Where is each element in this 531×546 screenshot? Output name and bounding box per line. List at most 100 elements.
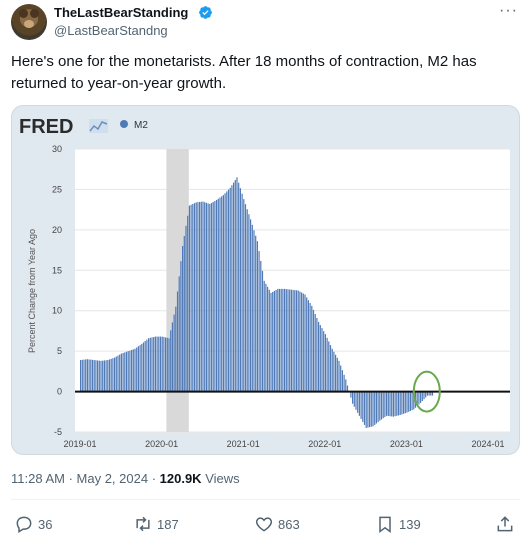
bar xyxy=(333,351,335,392)
bar xyxy=(207,203,209,392)
bar xyxy=(345,379,347,392)
bar xyxy=(88,359,90,392)
avatar[interactable] xyxy=(11,4,47,40)
bar xyxy=(278,288,281,392)
bar xyxy=(297,290,299,392)
bar xyxy=(97,360,99,392)
bar xyxy=(122,352,124,392)
bar xyxy=(316,317,318,392)
bar xyxy=(148,338,150,392)
bar xyxy=(132,349,134,392)
bar xyxy=(117,355,119,392)
bar xyxy=(318,322,320,392)
bar xyxy=(374,391,376,425)
bar xyxy=(161,336,163,392)
bar xyxy=(217,198,219,392)
bar xyxy=(335,354,337,392)
bar xyxy=(90,359,92,392)
bar xyxy=(314,313,316,392)
fred-chart: FRED M2 30 25 20 15 10 5 0 -5 2019-01 2020-01 202… xyxy=(19,116,510,449)
bar xyxy=(394,391,396,417)
repost-button[interactable]: 187 xyxy=(133,511,179,537)
bar xyxy=(358,391,360,416)
bar xyxy=(263,280,265,392)
x-tick-label: 2023-01 xyxy=(390,439,423,449)
y-tick-label: 0 xyxy=(57,387,62,397)
bar xyxy=(389,391,391,417)
bar xyxy=(323,331,325,392)
bar xyxy=(338,360,340,392)
bar xyxy=(226,191,228,392)
bar xyxy=(340,365,342,392)
post-time[interactable]: 11:28 AM xyxy=(11,471,65,486)
bar xyxy=(139,345,141,392)
bar xyxy=(239,188,241,392)
bar xyxy=(149,337,151,392)
bar xyxy=(141,343,143,392)
verified-badge-icon xyxy=(199,6,212,19)
bar xyxy=(85,359,87,392)
bar xyxy=(319,325,321,392)
more-icon[interactable]: ··· xyxy=(499,2,518,19)
bar xyxy=(81,359,83,392)
bar xyxy=(188,205,190,392)
x-tick-label: 2024-01 xyxy=(471,439,504,449)
reply-button[interactable]: 36 xyxy=(14,511,52,537)
post-meta: 11:28 AM · May 2, 2024 · 120.9K Views xyxy=(11,471,240,486)
bar xyxy=(375,391,377,424)
bar xyxy=(277,288,279,392)
bar xyxy=(329,345,332,392)
bar xyxy=(290,289,292,392)
bar xyxy=(195,202,197,392)
bar xyxy=(352,391,354,404)
bookmark-count: 139 xyxy=(399,516,421,532)
bar xyxy=(107,360,109,392)
bar xyxy=(372,391,374,427)
like-button[interactable]: 863 xyxy=(254,511,300,537)
display-name[interactable]: TheLastBearStanding xyxy=(54,5,189,20)
bar xyxy=(307,300,309,392)
bar xyxy=(134,348,136,392)
bar xyxy=(420,391,422,403)
bar xyxy=(399,391,401,416)
bar xyxy=(110,358,112,392)
x-tick-label: 2019-01 xyxy=(63,439,96,449)
avatar-snout xyxy=(24,20,34,28)
bar xyxy=(119,354,121,392)
fred-logo-graph-icon xyxy=(89,119,108,133)
bookmark-button[interactable]: 139 xyxy=(375,511,421,537)
bar xyxy=(108,359,111,392)
post-date[interactable]: May 2, 2024 xyxy=(76,471,149,486)
bar xyxy=(199,201,201,392)
avatar-ear-left xyxy=(19,9,28,18)
bar xyxy=(408,391,410,412)
chart-image[interactable]: FRED M2 30 25 20 15 10 5 0 -5 2019-01 2020-01 202… xyxy=(11,105,520,455)
bar xyxy=(151,337,153,392)
reply-icon xyxy=(16,516,32,533)
bar xyxy=(426,391,428,396)
bar xyxy=(233,182,235,392)
bar xyxy=(241,193,243,392)
avatar-ear-right xyxy=(30,9,39,18)
bar xyxy=(403,391,405,414)
bar xyxy=(255,235,257,392)
y-tick-label: 20 xyxy=(52,225,62,235)
bar xyxy=(423,391,425,400)
bar xyxy=(294,290,296,392)
bar xyxy=(413,391,415,410)
bar xyxy=(180,261,182,392)
bar xyxy=(312,309,315,392)
bar xyxy=(214,200,216,392)
bar xyxy=(131,349,133,392)
bar xyxy=(397,391,400,416)
bar xyxy=(102,360,104,392)
bar xyxy=(343,374,345,392)
handle[interactable]: @LastBearStandng xyxy=(54,23,168,38)
x-tick-label: 2021-01 xyxy=(227,439,260,449)
bar xyxy=(256,241,258,392)
legend-label: M2 xyxy=(134,120,148,131)
bar xyxy=(273,290,275,392)
bar xyxy=(387,391,389,417)
bar xyxy=(163,336,165,392)
share-button[interactable] xyxy=(495,511,515,537)
